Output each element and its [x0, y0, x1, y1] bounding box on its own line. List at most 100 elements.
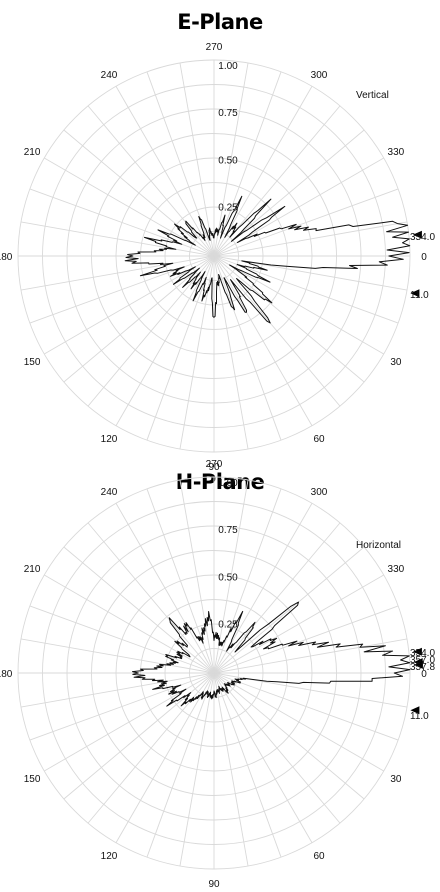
- angle-tick-label: 0: [421, 252, 427, 263]
- grid-spoke: [213, 255, 365, 383]
- angle-tick-label: 30: [390, 357, 402, 368]
- radial-tick-label: 0.50: [218, 572, 238, 583]
- grid-spoke: [213, 221, 408, 257]
- marker-label: 11.0: [410, 711, 429, 722]
- grid-spoke: [44, 255, 215, 355]
- angle-tick-label: 270: [206, 459, 223, 470]
- angle-tick-label: 30: [390, 774, 402, 785]
- angle-tick-label: 180: [0, 252, 13, 263]
- radial-tick-label: 0.75: [218, 525, 238, 536]
- grid-spoke: [29, 672, 215, 741]
- grid-spoke: [20, 638, 215, 674]
- grid-spoke: [179, 62, 215, 257]
- grid-spoke: [87, 255, 215, 407]
- marker-label: 357.8: [410, 662, 435, 673]
- grid-spoke: [87, 522, 215, 674]
- grid-spoke: [213, 672, 313, 843]
- angle-tick-label: 90: [208, 879, 220, 890]
- e-plane-polar-plot: 0 30 60 90 120 150 180 210 240 270 300 330 0.25 0.50 0…: [0, 42, 435, 473]
- grid-spoke: [146, 255, 215, 441]
- angle-tick-label: 330: [388, 147, 405, 158]
- radial-tick-label: 0.25: [218, 620, 238, 631]
- angle-tick-label: 210: [24, 564, 41, 575]
- angle-tick-label: 270: [206, 42, 223, 53]
- grid-spoke: [213, 672, 341, 824]
- marker-label: 357.0: [410, 655, 435, 666]
- grid-spoke: [213, 255, 313, 426]
- polarization-label: Horizontal: [356, 540, 401, 551]
- grid-spoke: [213, 86, 313, 257]
- marker-label: 354.0: [410, 648, 435, 659]
- grid-spoke: [146, 672, 215, 858]
- angle-tick-label: 300: [311, 487, 328, 498]
- angle-tick-label: 120: [101, 851, 118, 862]
- e-plane-panel: E-Plane 0 30 60 90 120 150 180 210 240 270 300 330 0…: [0, 10, 435, 473]
- radial-tick-label: 0.25: [218, 203, 238, 214]
- grid-spoke: [44, 157, 215, 257]
- grid-spoke: [179, 479, 215, 674]
- angle-tick-label: 60: [313, 434, 325, 445]
- polar-grid: [17, 476, 411, 870]
- polarization-label: Vertical: [356, 90, 389, 101]
- grid-spoke: [44, 574, 215, 674]
- grid-spoke: [213, 546, 365, 674]
- angle-tick-label: 240: [101, 70, 118, 81]
- grid-spoke: [63, 255, 215, 383]
- angle-tick-label: 240: [101, 487, 118, 498]
- radial-tick-label: 1.00: [218, 61, 238, 72]
- marker-triangle: [410, 706, 420, 715]
- grid-spoke: [146, 71, 215, 257]
- grid-spoke: [20, 255, 215, 291]
- grid-spoke: [179, 672, 215, 867]
- marker-triangle: [413, 660, 423, 669]
- grid-spoke: [115, 255, 215, 426]
- grid-spoke: [213, 522, 341, 674]
- grid-spoke: [29, 605, 215, 674]
- grid-spoke: [213, 255, 282, 441]
- angle-tick-label: 90: [208, 462, 220, 473]
- grid-spoke: [213, 672, 365, 800]
- e-plane-title: E-Plane: [177, 10, 263, 34]
- grid-spoke: [63, 546, 215, 674]
- marker-triangle: [410, 289, 420, 298]
- angle-tick-label: 330: [388, 564, 405, 575]
- marker-triangle: [412, 230, 422, 239]
- grid-spoke: [213, 71, 282, 257]
- grid-spoke: [213, 574, 384, 674]
- grid-spoke: [213, 255, 249, 450]
- polar-grid: [17, 59, 411, 453]
- grid-spoke: [213, 255, 341, 407]
- angle-tick-label: 150: [24, 357, 41, 368]
- h-plane-panel: H-Plane 03060901201501802102402703003300…: [0, 446, 440, 892]
- grid-spoke: [213, 672, 282, 858]
- grid-spoke: [213, 638, 408, 674]
- grid-spoke: [29, 188, 215, 257]
- radial-tick-label: 1.00: [218, 478, 238, 489]
- angle-tick-label: 180: [0, 669, 13, 680]
- grid-spoke: [63, 129, 215, 257]
- grid-spoke: [213, 255, 384, 355]
- angle-tick-label: 150: [24, 774, 41, 785]
- grid-spoke: [213, 672, 249, 867]
- h-plane-title: H-Plane: [175, 470, 265, 494]
- grid-spoke: [213, 62, 249, 257]
- grid-spoke: [20, 672, 215, 708]
- grid-spoke: [213, 672, 399, 741]
- radial-tick-label: 0.50: [218, 155, 238, 166]
- grid-spoke: [115, 86, 215, 257]
- grid-spoke: [213, 605, 399, 674]
- angle-tick-label: 120: [101, 434, 118, 445]
- marker-triangle: [412, 647, 422, 656]
- angle-tick-label: 300: [311, 70, 328, 81]
- grid-spoke: [87, 105, 215, 257]
- marker-label: 354.0: [410, 232, 435, 243]
- grid-spoke: [213, 488, 282, 674]
- angle-tick-label: 210: [24, 147, 41, 158]
- radiation-pattern-trace: [124, 195, 411, 324]
- grid-spoke: [213, 188, 399, 257]
- grid-spoke: [213, 672, 384, 772]
- h-plane-polar-plot: 0 30 60 90 120 150 180 210 240 270 300 330 0.25 0.50 0…: [0, 459, 435, 890]
- grid-spoke: [20, 221, 215, 257]
- angle-tick-label: 60: [313, 851, 325, 862]
- marker-label: 11.0: [410, 290, 429, 301]
